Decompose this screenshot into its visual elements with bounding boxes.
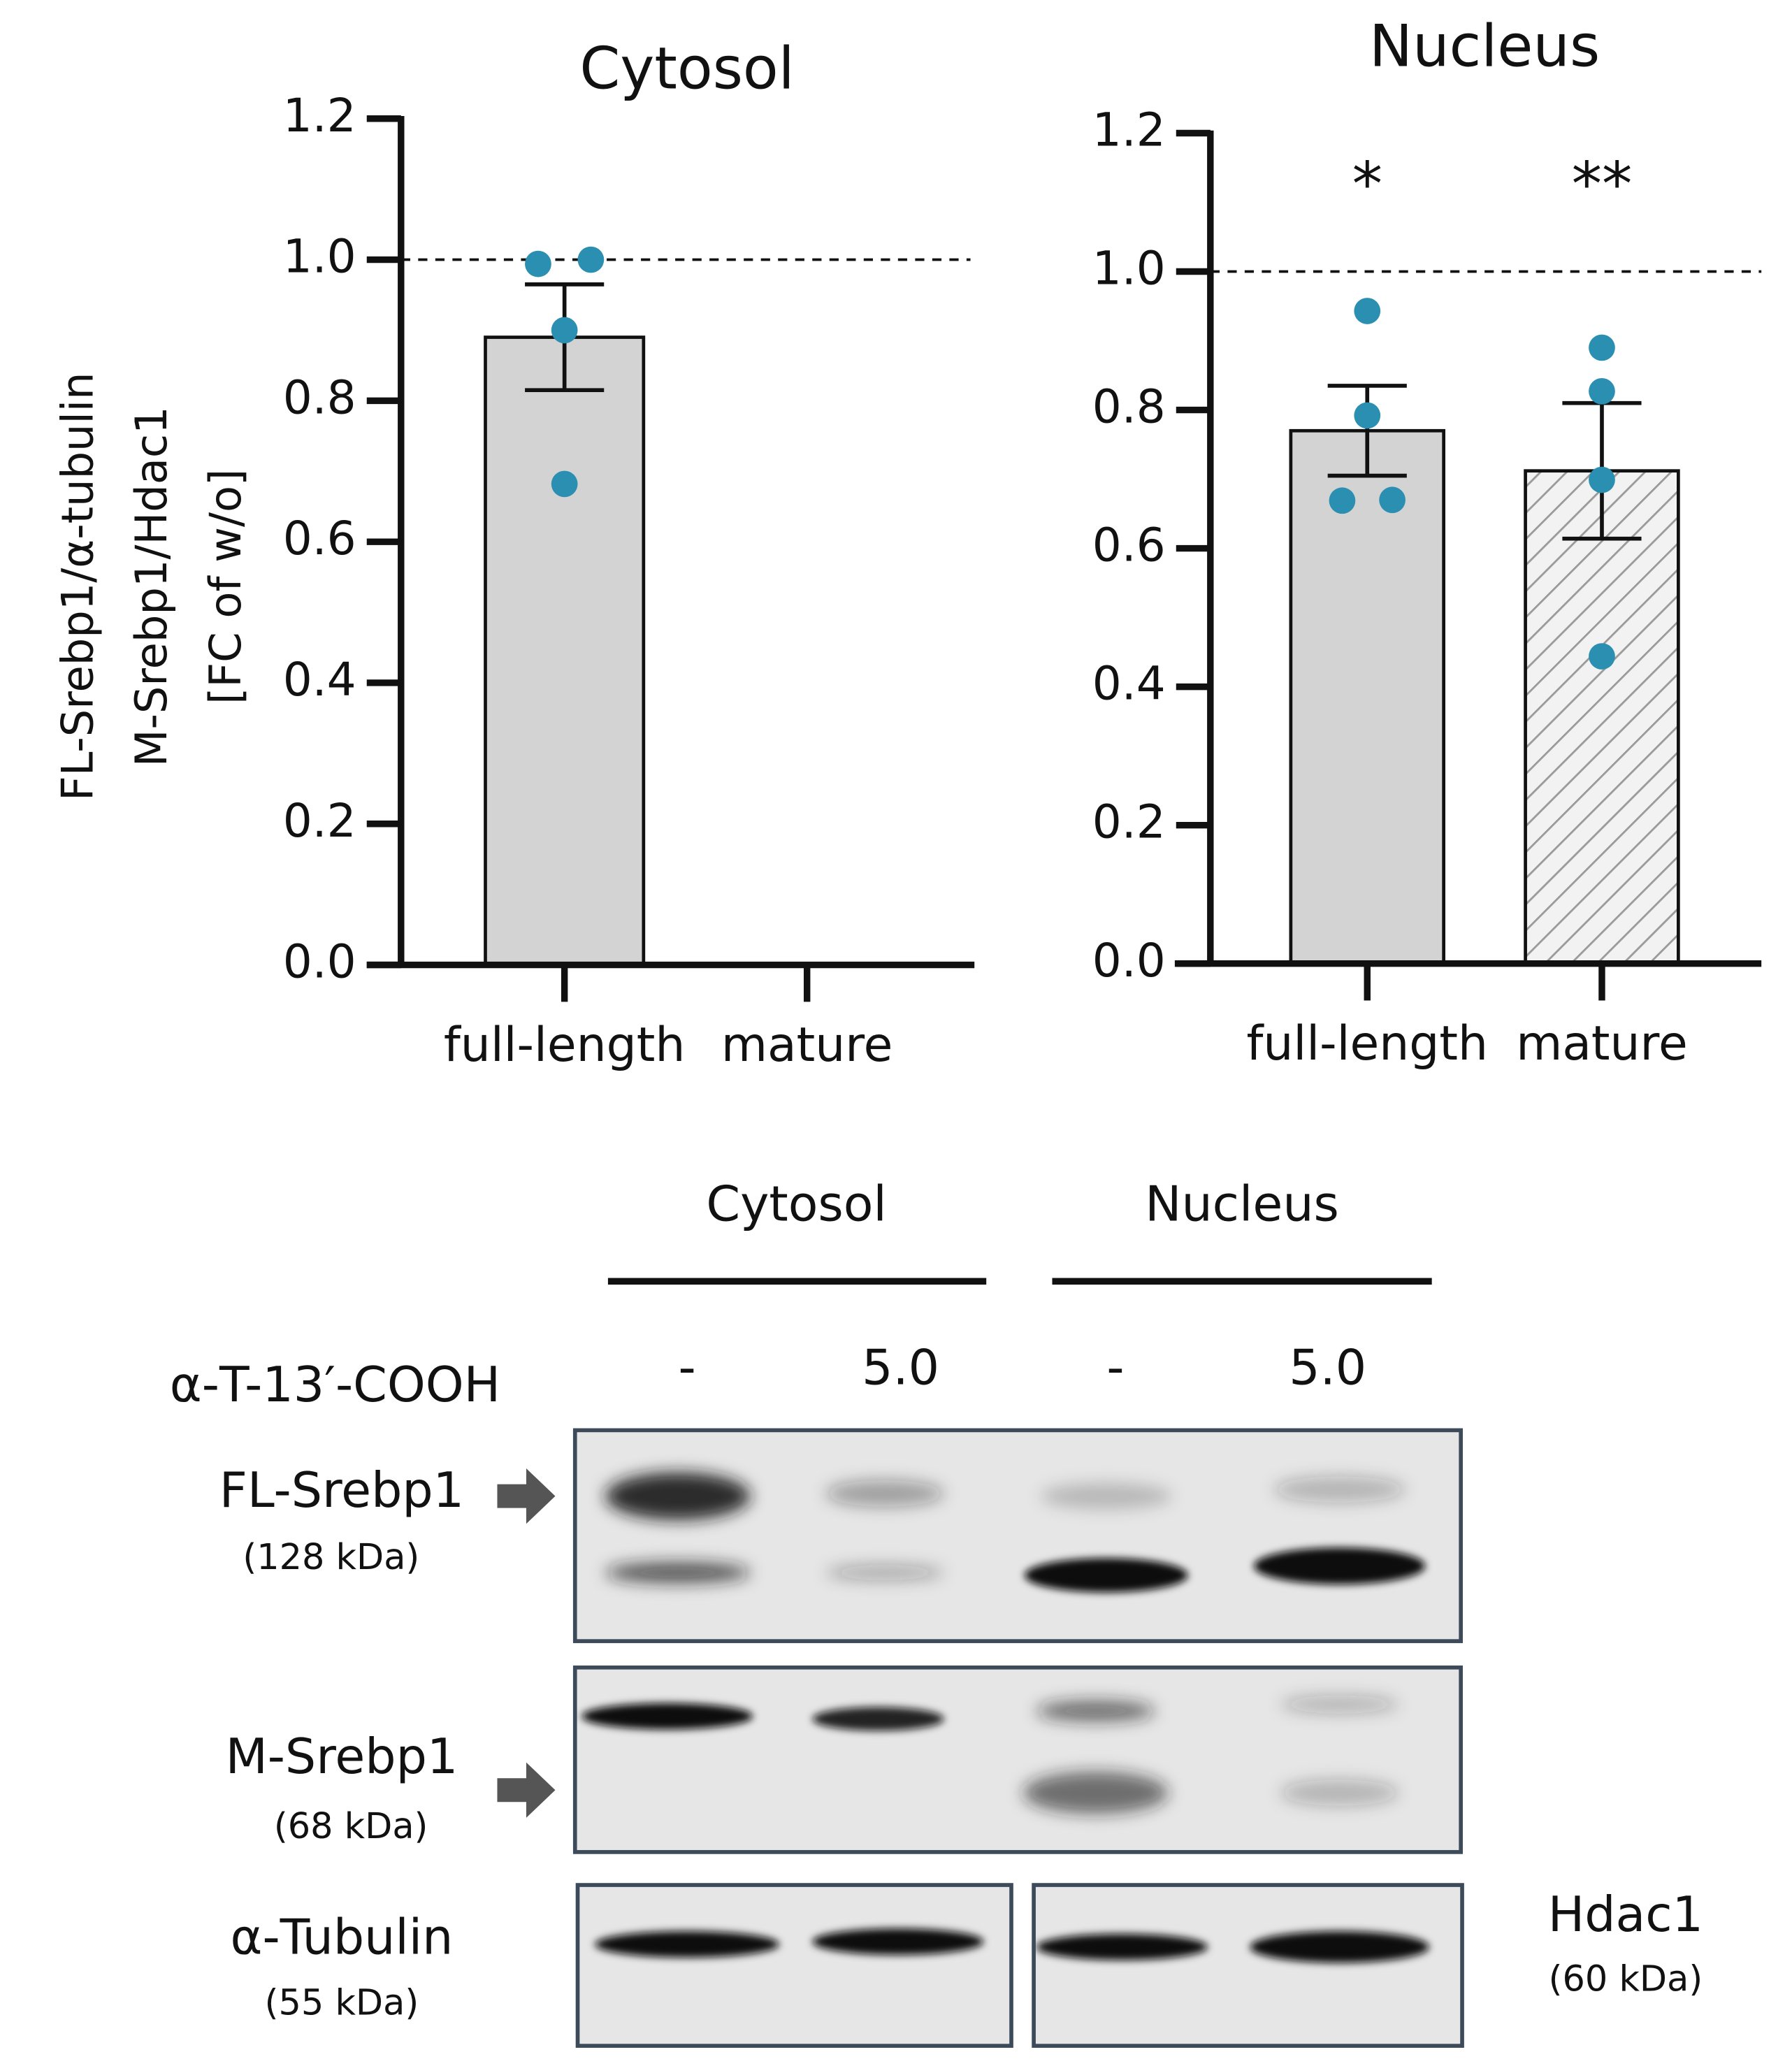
y-tick-label: 0.0 — [1092, 934, 1166, 988]
panel-label: Hdac1 — [1548, 1886, 1703, 1943]
lane-label: - — [678, 1340, 695, 1396]
panel-size: (55 kDa) — [265, 1983, 419, 2024]
chart-title: Cytosol — [579, 35, 794, 103]
blot-header: Cytosol — [706, 1176, 886, 1233]
y-axis-label: FL-Srebp1/α-tubulin — [52, 373, 103, 802]
bar — [1289, 428, 1446, 966]
data-point — [1589, 466, 1615, 493]
y-axis-label: [FC of w/o] — [200, 469, 251, 705]
data-point — [1354, 402, 1381, 429]
data-point — [1589, 643, 1615, 670]
y-tick-label: 0.4 — [1092, 657, 1166, 711]
lane-label: 5.0 — [1289, 1340, 1366, 1396]
y-tick-label: 0.8 — [1092, 380, 1166, 434]
blot-header: Nucleus — [1145, 1176, 1339, 1233]
data-point — [525, 250, 551, 277]
x-tick-label: mature — [1516, 1016, 1688, 1071]
y-tick-label: 1.0 — [283, 230, 356, 284]
panel-label: M-Srebp1 — [226, 1728, 458, 1785]
x-tick-label: full-length — [1247, 1016, 1488, 1071]
panel-label: α-Tubulin — [230, 1909, 453, 1965]
bar — [484, 335, 646, 967]
x-tick-label: mature — [721, 1018, 893, 1073]
panel-size: (68 kDa) — [274, 1806, 428, 1847]
blot-panel — [572, 1666, 1463, 1854]
error-bar — [1327, 384, 1407, 478]
significance: ** — [1572, 150, 1633, 220]
arrow — [497, 1468, 556, 1524]
significance: * — [1352, 150, 1382, 220]
y-tick-label: 1.2 — [283, 89, 356, 143]
y-tick-label: 0.8 — [283, 370, 356, 424]
lane-label: 5.0 — [862, 1340, 939, 1396]
treatment-label: α-T-13′-COOH — [170, 1357, 500, 1413]
data-point — [577, 246, 605, 273]
data-point — [1589, 334, 1615, 361]
panel-label: FL-Srebp1 — [219, 1462, 464, 1519]
data-point — [551, 470, 578, 498]
x-tick-label: full-length — [444, 1018, 685, 1073]
y-tick-label: 1.0 — [1092, 242, 1166, 296]
chart-title: Nucleus — [1369, 13, 1600, 80]
data-point — [1379, 486, 1406, 514]
y-tick-label: 1.2 — [1092, 103, 1166, 157]
data-point — [1329, 487, 1356, 514]
y-axis-label: M-Srebp1/Hdac1 — [126, 406, 177, 767]
panel-size: (60 kDa) — [1549, 1959, 1703, 2000]
panel-size: (128 kDa) — [243, 1537, 419, 1578]
data-point — [1354, 298, 1381, 324]
bar — [1524, 469, 1680, 966]
y-tick-label: 0.4 — [283, 653, 356, 707]
data-point — [551, 317, 578, 344]
y-tick-label: 0.6 — [1092, 519, 1166, 572]
data-point — [1589, 377, 1615, 405]
blot-panel — [572, 1428, 1463, 1643]
y-tick-label: 0.6 — [283, 512, 356, 565]
blot-panel — [1032, 1883, 1464, 2048]
y-tick-label: 0.2 — [283, 794, 356, 848]
lane-label: - — [1106, 1340, 1124, 1396]
y-tick-label: 0.2 — [1092, 795, 1166, 849]
arrow — [497, 1762, 556, 1818]
y-tick-label: 0.0 — [283, 935, 356, 989]
blot-panel — [575, 1883, 1013, 2048]
